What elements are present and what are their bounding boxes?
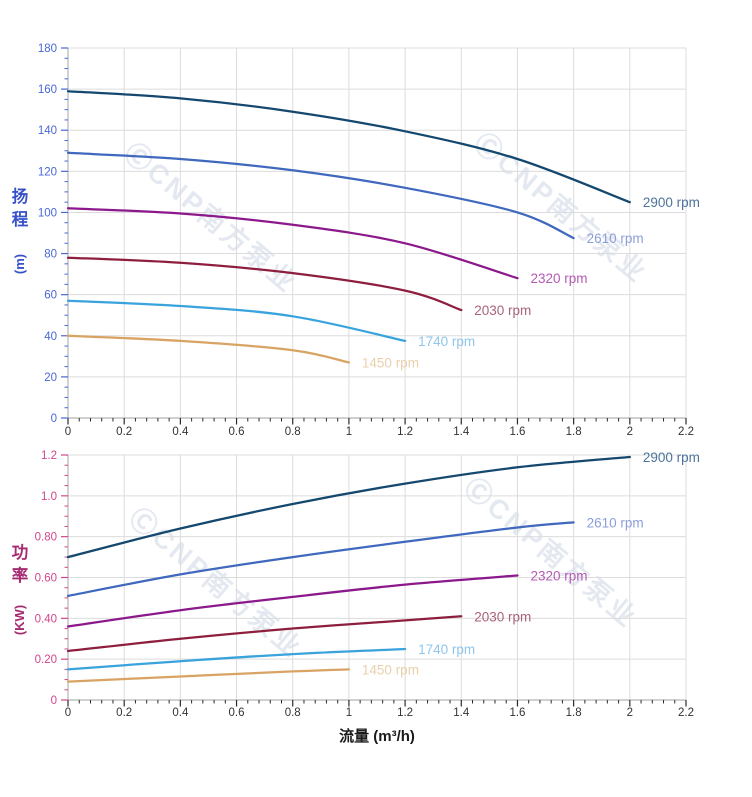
x-axis-ticks: 0 0.2 0.4 0.6 0.8 1 1.2 1.4 1.6 1.8 2 2.2 xyxy=(65,418,694,438)
x-axis-ticks: 0 0.2 0.4 0.6 0.8 1 1.2 1.4 1.6 1.8 2 2.2 xyxy=(65,700,694,719)
series-label-2320-rpm: 2320 rpm xyxy=(530,568,587,583)
y-axis-title-char: 扬 xyxy=(12,186,29,206)
x-tick-label: 1.8 xyxy=(566,426,582,438)
curve-2320-rpm-head-vs-flow xyxy=(66,207,519,280)
x-tick-label: 2.2 xyxy=(678,707,694,719)
x-tick-label: 1.6 xyxy=(509,707,525,719)
y-axis-title-char: 率 xyxy=(12,565,29,585)
x-tick-label: 0.4 xyxy=(172,707,189,719)
series-label-2900-rpm: 2900 rpm xyxy=(643,195,700,210)
x-tick-label: 2.2 xyxy=(678,426,694,438)
curve-1740-rpm-head-vs-flow xyxy=(66,299,407,343)
y-tick-label: 0.60 xyxy=(35,573,57,585)
x-tick-label: 0.6 xyxy=(229,426,245,438)
y-axis-ticks: 0 20 40 60 80 100 120 140 160 180 xyxy=(38,43,68,425)
curve-2610-rpm-power-vs-flow xyxy=(66,521,575,598)
x-tick-label: 1 xyxy=(346,426,352,438)
y-tick-label: 60 xyxy=(44,290,57,302)
x-tick-label: 0 xyxy=(65,426,71,438)
watermark: ⒸCNP南方泵业 xyxy=(123,501,308,664)
y-tick-label: 0 xyxy=(51,413,57,425)
curve-1450-rpm-head-vs-flow xyxy=(66,334,351,364)
x-tick-label: 1.4 xyxy=(453,426,470,438)
y-tick-label: 0.40 xyxy=(35,613,57,625)
grid xyxy=(68,47,687,418)
curve-2030-rpm-head-vs-flow xyxy=(66,256,463,312)
series-label-1740-rpm: 1740 rpm xyxy=(418,334,475,349)
series-label-2610-rpm: 2610 rpm xyxy=(587,515,644,530)
y-tick-label: 20 xyxy=(44,372,57,384)
curve-1450-rpm-power-vs-flow xyxy=(66,668,351,683)
y-axis-unit-group: (KW) xyxy=(12,605,27,635)
y-axis-title: 扬程 (m) xyxy=(12,186,29,274)
series-label-2320-rpm: 2320 rpm xyxy=(530,271,587,286)
watermark-text: ⒸCNP南方泵业 xyxy=(123,501,308,664)
y-tick-label: 100 xyxy=(38,207,57,219)
head-vs-flow-chart: 0 0.2 0.4 0.6 0.8 1 1.2 1.4 1.6 1.8 2 2.2 0 20 40 60 80 1… xyxy=(12,43,700,438)
x-tick-label: 0.2 xyxy=(116,426,132,438)
y-axis-unit-group: (m) xyxy=(12,254,27,274)
y-axis-title-char: 程 xyxy=(12,210,29,229)
grid xyxy=(68,454,687,700)
y-tick-label: 140 xyxy=(38,125,57,137)
power-vs-flow-chart: 0 0.2 0.4 0.6 0.8 1 1.2 1.4 1.6 1.8 2 2.200.200.400… xyxy=(12,450,700,745)
series-label-2610-rpm: 2610 rpm xyxy=(587,231,644,246)
y-tick-label: 1.0 xyxy=(41,491,57,503)
series-label-2030-rpm: 2030 rpm xyxy=(474,609,531,624)
curve-2030-rpm-power-vs-flow xyxy=(66,615,463,653)
series-label-1450-rpm: 1450 rpm xyxy=(362,356,419,371)
y-axis-title-char: 功 xyxy=(12,543,29,562)
y-axis-title: 功率 (KW) xyxy=(12,543,29,635)
y-tick-label: 0 xyxy=(51,695,57,707)
series-label-1740-rpm: 1740 rpm xyxy=(418,642,475,657)
x-tick-label: 0.2 xyxy=(116,707,132,719)
curve-2900-rpm-power-vs-flow xyxy=(66,455,631,559)
x-tick-label: 1.4 xyxy=(453,707,470,719)
x-tick-label: 0.8 xyxy=(285,426,301,438)
x-tick-label: 1.2 xyxy=(397,426,413,438)
x-tick-label: 1 xyxy=(346,707,352,719)
x-tick-label: 1.8 xyxy=(566,707,582,719)
curve-2900-rpm-head-vs-flow xyxy=(66,90,631,204)
x-tick-label: 0.6 xyxy=(229,707,245,719)
x-tick-label: 0.4 xyxy=(172,426,189,438)
series-label-2900-rpm: 2900 rpm xyxy=(643,450,700,465)
y-tick-label: 40 xyxy=(44,331,57,343)
y-tick-label: 0.20 xyxy=(35,654,57,666)
x-tick-label: 0.8 xyxy=(285,707,301,719)
x-tick-label: 1.6 xyxy=(509,426,525,438)
series-label-1450-rpm: 1450 rpm xyxy=(362,662,419,677)
curve-1740-rpm-power-vs-flow xyxy=(66,647,407,671)
x-tick-label: 0 xyxy=(65,707,71,719)
x-tick-label: 2 xyxy=(627,426,633,438)
y-axis-unit: (m) xyxy=(12,254,27,274)
y-tick-label: 1.2 xyxy=(41,450,57,462)
y-tick-label: 120 xyxy=(38,166,57,178)
y-tick-label: 80 xyxy=(44,249,57,261)
y-tick-label: 160 xyxy=(38,84,57,96)
y-axis-ticks: 0 0.20 0.40 0.60 0.80 1.0 1.2 xyxy=(35,450,68,707)
y-tick-label: 0.80 xyxy=(35,532,57,544)
x-tick-label: 2 xyxy=(627,707,633,719)
x-axis-title: 流量 (m³/h) xyxy=(339,727,415,745)
y-tick-label: 180 xyxy=(38,43,57,55)
x-tick-label: 1.2 xyxy=(397,707,413,719)
y-axis-unit: (KW) xyxy=(12,605,27,635)
series-label-2030-rpm: 2030 rpm xyxy=(474,303,531,318)
curve-2610-rpm-head-vs-flow xyxy=(66,151,575,240)
curve-2320-rpm-power-vs-flow xyxy=(66,574,519,628)
